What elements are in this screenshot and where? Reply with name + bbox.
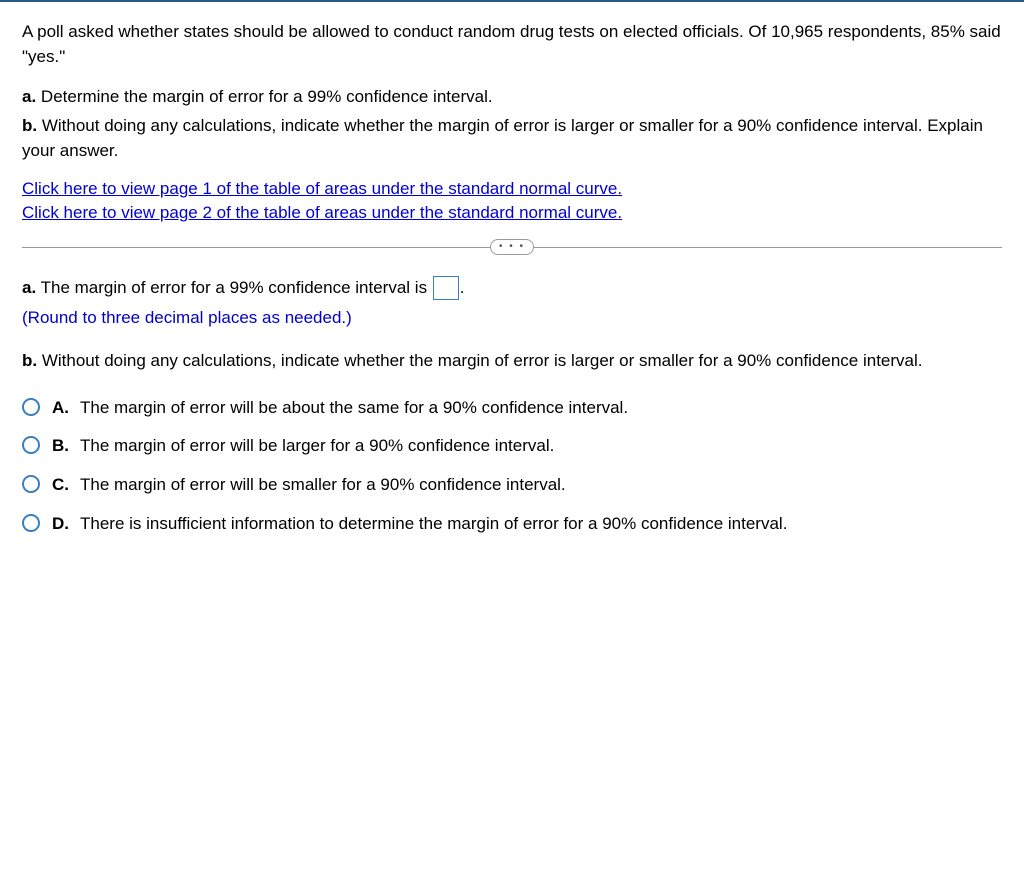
question-page: A poll asked whether states should be al… (0, 0, 1024, 889)
answer-a-label: a. (22, 278, 36, 297)
option-letter: B. (52, 434, 70, 459)
radio-icon (22, 398, 40, 416)
radio-icon (22, 475, 40, 493)
part-b: b. Without doing any calculations, indic… (22, 114, 1002, 163)
option-letter: D. (52, 512, 70, 537)
option-a[interactable]: A. The margin of error will be about the… (22, 396, 1002, 421)
option-letter: C. (52, 473, 70, 498)
radio-icon (22, 436, 40, 454)
option-b[interactable]: B. The margin of error will be larger fo… (22, 434, 1002, 459)
options-list: A. The margin of error will be about the… (22, 396, 1002, 537)
part-a-label: a. (22, 87, 36, 106)
answer-a-before: The margin of error for a 99% confidence… (36, 278, 432, 297)
option-text: The margin of error will be smaller for … (80, 473, 566, 498)
part-b-label: b. (22, 116, 37, 135)
section-divider: • • • (22, 247, 1002, 248)
ellipsis-icon: • • • (499, 240, 525, 255)
part-b-text: Without doing any calculations, indicate… (22, 116, 983, 160)
option-text: The margin of error will be about the sa… (80, 396, 628, 421)
margin-of-error-input[interactable] (433, 276, 459, 300)
option-c[interactable]: C. The margin of error will be smaller f… (22, 473, 1002, 498)
link-table-page-1[interactable]: Click here to view page 1 of the table o… (22, 177, 1002, 201)
option-text: The margin of error will be larger for a… (80, 434, 554, 459)
question-b-text: Without doing any calculations, indicate… (37, 351, 922, 370)
rounding-hint: (Round to three decimal places as needed… (22, 306, 1002, 331)
part-a-text: Determine the margin of error for a 99% … (36, 87, 492, 106)
option-text: There is insufficient information to det… (80, 512, 787, 537)
link-table-page-2[interactable]: Click here to view page 2 of the table o… (22, 201, 1002, 225)
answer-a-line: a. The margin of error for a 99% confide… (22, 276, 1002, 301)
radio-icon (22, 514, 40, 532)
option-d[interactable]: D. There is insufficient information to … (22, 512, 1002, 537)
table-links: Click here to view page 1 of the table o… (22, 177, 1002, 225)
option-letter: A. (52, 396, 70, 421)
question-b-label: b. (22, 351, 37, 370)
question-intro: A poll asked whether states should be al… (22, 20, 1002, 69)
question-b-line: b. Without doing any calculations, indic… (22, 349, 1002, 374)
answer-a-after: . (460, 278, 465, 297)
expand-pill[interactable]: • • • (490, 239, 534, 255)
part-a: a. Determine the margin of error for a 9… (22, 85, 1002, 110)
